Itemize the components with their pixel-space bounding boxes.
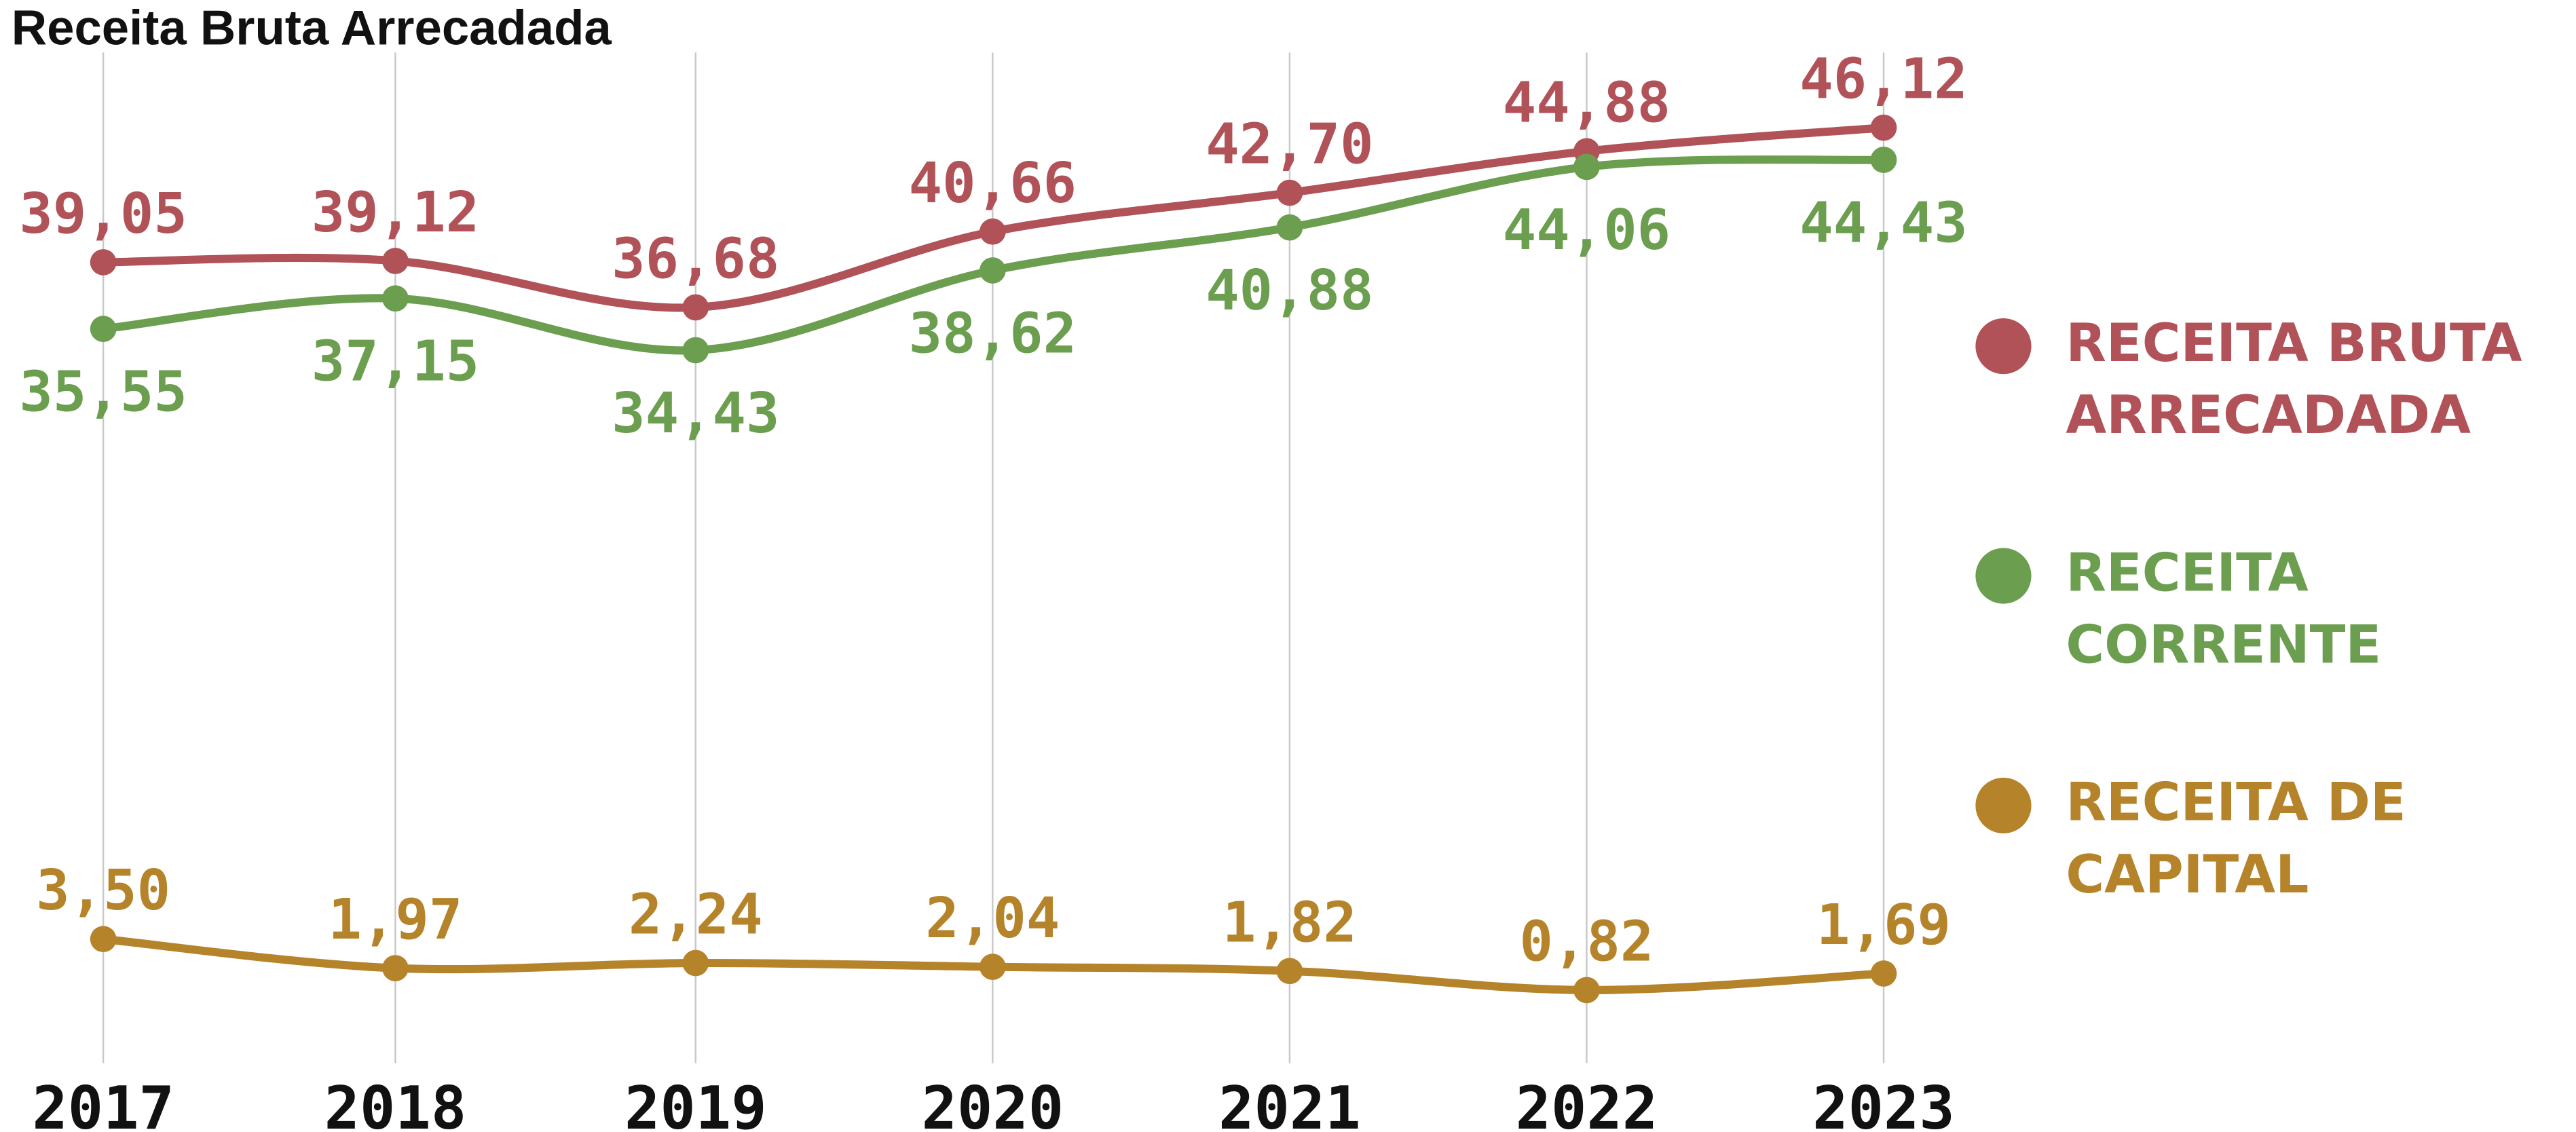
- data-label: 0,82: [1519, 909, 1654, 974]
- legend-marker: [1975, 318, 2032, 375]
- data-label: 1,82: [1222, 890, 1357, 955]
- data-point: [382, 955, 409, 981]
- data-label: 2,24: [629, 883, 763, 947]
- data-label: 1,97: [328, 888, 462, 952]
- data-point: [682, 337, 709, 364]
- x-tick-label: 2021: [1218, 1074, 1361, 1132]
- data-point: [979, 218, 1006, 245]
- data-label: 40,66: [909, 151, 1077, 216]
- x-tick-label: 2023: [1812, 1074, 1955, 1132]
- data-point: [682, 949, 709, 977]
- data-point: [682, 294, 709, 321]
- data-label: 3,50: [36, 859, 170, 923]
- data-point: [382, 248, 409, 274]
- x-tick-label: 2019: [624, 1074, 767, 1132]
- data-point: [382, 285, 409, 312]
- data-label: 37,15: [312, 330, 479, 394]
- legend-item: RECEITA CORRENTE: [2066, 541, 2382, 676]
- data-label: 35,55: [19, 360, 187, 424]
- legend-marker: [1975, 777, 2032, 834]
- data-label: 2,04: [925, 886, 1060, 951]
- x-tick-label: 2020: [922, 1074, 1064, 1132]
- x-tick-label: 2018: [324, 1074, 467, 1132]
- chart-title: Receita Bruta Arrecadada: [12, 0, 612, 55]
- data-point: [90, 249, 117, 276]
- data-label: 46,12: [1799, 48, 1967, 112]
- data-label: 40,88: [1206, 259, 1373, 323]
- data-label: 44,88: [1503, 71, 1670, 135]
- data-point: [1276, 214, 1303, 241]
- data-label: 44,06: [1503, 198, 1670, 263]
- data-label: 38,62: [909, 301, 1077, 366]
- data-point: [1870, 114, 1897, 141]
- data-point: [1276, 958, 1303, 985]
- legend-item: RECEITA DE CAPITAL: [2066, 771, 2406, 906]
- data-point: [1870, 960, 1897, 987]
- data-point: [1276, 179, 1303, 206]
- data-point: [1870, 147, 1897, 173]
- data-label: 39,05: [19, 182, 187, 246]
- data-label: 39,12: [312, 181, 479, 245]
- data-point: [979, 954, 1006, 980]
- legend-marker: [1975, 548, 2032, 604]
- x-tick-label: 2017: [32, 1074, 174, 1132]
- legend-label: RECEITA BRUTA ARRECADADA: [2066, 312, 2522, 447]
- legend-label: RECEITA DE CAPITAL: [2066, 771, 2406, 906]
- data-label: 42,70: [1206, 113, 1373, 177]
- data-label: 1,69: [1816, 893, 1951, 958]
- x-tick-label: 2022: [1516, 1074, 1658, 1132]
- data-point: [90, 926, 117, 953]
- data-point: [1573, 153, 1600, 181]
- data-point: [1573, 977, 1600, 1004]
- data-label: 34,43: [612, 381, 779, 446]
- data-label: 44,43: [1799, 191, 1967, 255]
- data-label: 36,68: [612, 227, 779, 291]
- data-point: [979, 257, 1006, 284]
- legend-item: RECEITA BRUTA ARRECADADA: [2066, 312, 2522, 447]
- data-point: [90, 316, 117, 342]
- legend-label: RECEITA CORRENTE: [2066, 541, 2382, 676]
